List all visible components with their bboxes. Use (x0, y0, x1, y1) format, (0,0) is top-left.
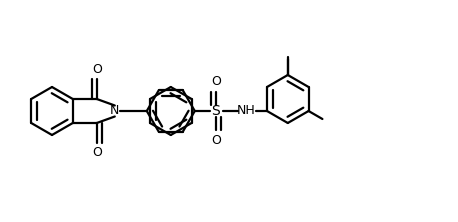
Text: NH: NH (236, 105, 255, 117)
Text: O: O (92, 146, 102, 159)
Text: O: O (211, 75, 221, 88)
Text: N: N (110, 105, 120, 117)
Text: O: O (211, 134, 221, 147)
Text: O: O (92, 63, 102, 76)
Text: S: S (212, 104, 220, 118)
